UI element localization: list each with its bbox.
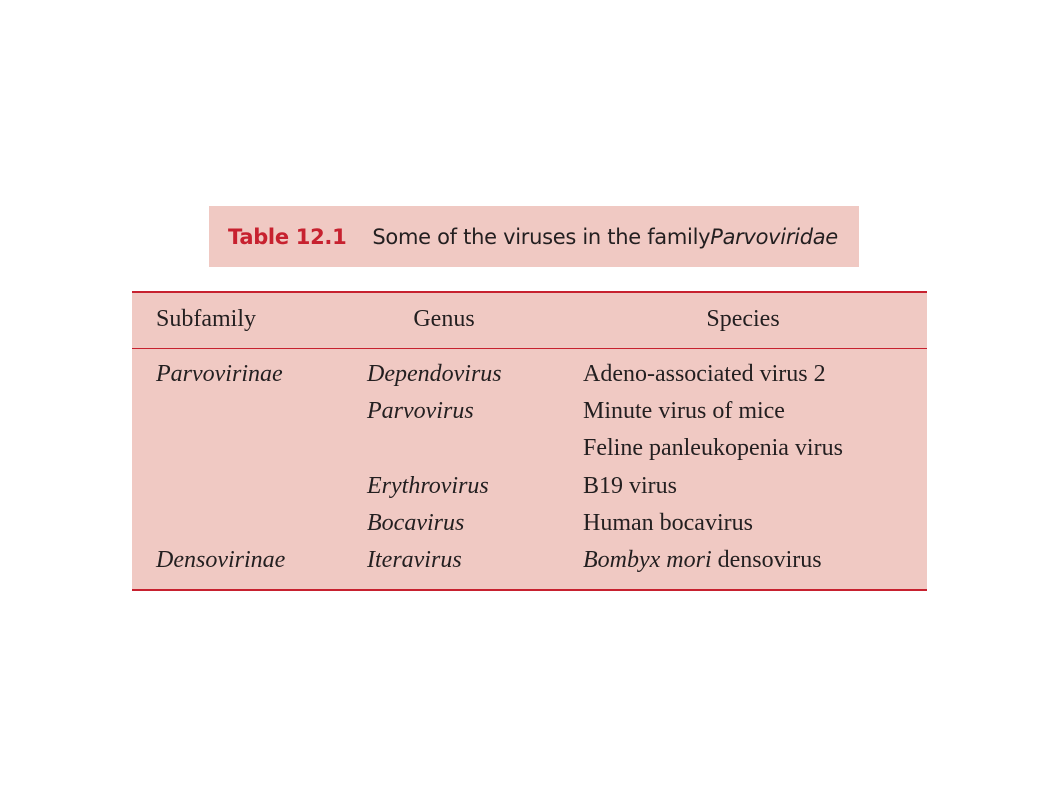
genus-cell: Bocavirus <box>367 510 465 536</box>
species-cell: Minute virus of mice <box>583 398 785 425</box>
table-row: Parvovirus Minute virus of mice <box>132 398 927 435</box>
caption-label: Table 12.1 <box>228 224 347 249</box>
table-row: Parvovirinae Dependovirus Adeno-associat… <box>132 361 927 398</box>
table-row: Bocavirus Human bocavirus <box>132 510 927 547</box>
species-italic: Bombyx mori <box>583 547 712 573</box>
species-cell: Human bocavirus <box>583 510 753 537</box>
species-text: Human bocavirus <box>583 510 753 536</box>
species-cell: B19 virus <box>583 473 677 500</box>
virus-table: Subfamily Genus Species Parvovirinae Dep… <box>132 291 927 591</box>
subfamily-cell: Densovirinae <box>156 547 286 573</box>
species-cell: Bombyx mori densovirus <box>583 547 822 574</box>
species-text: Adeno-associated virus 2 <box>583 361 826 387</box>
table-row: Densovirinae Iteravirus Bombyx mori dens… <box>132 547 927 584</box>
species-text: Minute virus of mice <box>583 398 785 424</box>
header-subfamily: Subfamily <box>156 306 256 332</box>
species-text: Feline panleukopenia virus <box>583 435 843 461</box>
caption-text: Some of the viruses in the family <box>372 224 711 249</box>
genus-cell: Erythrovirus <box>367 473 489 499</box>
table-header-row: Subfamily Genus Species <box>132 293 927 349</box>
genus-cell: Parvovirus <box>367 398 474 424</box>
caption-family-name: Parvoviridae <box>710 224 838 249</box>
species-cell: Feline panleukopenia virus <box>583 435 843 462</box>
species-text: B19 virus <box>583 473 678 499</box>
genus-cell: Iteravirus <box>367 547 462 573</box>
species-text: densovirus <box>711 547 822 573</box>
header-genus: Genus <box>413 306 475 332</box>
table-row: Erythrovirus B19 virus <box>132 473 927 510</box>
header-species: Species <box>706 306 780 332</box>
species-cell: Adeno-associated virus 2 <box>583 361 826 388</box>
table-caption: Table 12.1 Some of the viruses in the fa… <box>209 206 859 267</box>
table-row: Feline panleukopenia virus <box>132 435 927 472</box>
genus-cell: Dependovirus <box>367 361 502 387</box>
subfamily-cell: Parvovirinae <box>156 361 283 387</box>
